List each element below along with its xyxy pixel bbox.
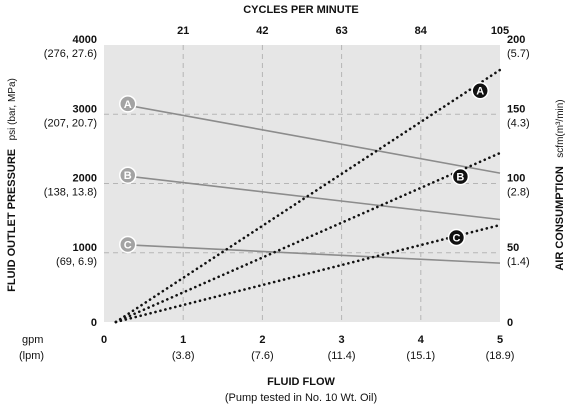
left-tick-sublabel: (207, 20.7) [44, 117, 97, 129]
top-axis-title: CYCLES PER MINUTE [243, 4, 359, 16]
bottom-tick-sublabel: (3.8) [172, 350, 195, 362]
right-tick-label: 200 [507, 34, 525, 46]
right-tick-sublabel: (4.3) [507, 117, 530, 129]
air-badge-b [451, 167, 470, 186]
left-axis-units: psi (bar, MPa) [7, 78, 18, 140]
left-tick-label: 4000 [73, 34, 97, 46]
pressure-curves [119, 103, 501, 264]
right-tick-label: 150 [507, 103, 525, 115]
top-tick-label: 21 [177, 25, 189, 37]
bottom-unit-primary: gpm [22, 334, 43, 346]
air-badge-label: A [476, 86, 484, 98]
pressure-badge-a [119, 95, 137, 113]
right-tick-label: 50 [507, 242, 519, 254]
right-axis-units: scfm(m³/min) [555, 99, 566, 157]
pressure-badge-label: C [124, 239, 132, 251]
air-badge-label: C [452, 233, 460, 245]
air-line-c [114, 223, 502, 324]
pressure-badge-label: A [124, 99, 132, 111]
bottom-tick-label: 4 [418, 334, 425, 346]
left-tick-label: 0 [91, 317, 97, 329]
pressure-line-b [119, 174, 501, 221]
bottom-tick-label: 2 [259, 334, 265, 346]
right-tick-label: 100 [507, 173, 525, 185]
axis-ticks: 21 42 63 84 105 0 1 (3.8) 2 (7.6) 3 (11.4) 4 (15.1) 5 (… [44, 25, 530, 362]
air-consumption-curves [114, 68, 502, 324]
left-tick-sublabel: (69, 6.9) [56, 256, 97, 268]
top-tick-label: 105 [491, 25, 509, 37]
right-axis-title: AIR CONSUMPTION scfm(m³/min) [550, 99, 567, 270]
air-badge-c [447, 228, 466, 247]
bottom-axis-subtitle: (Pump tested in No. 10 Wt. Oil) [225, 392, 377, 404]
bottom-tick-label: 5 [497, 334, 503, 346]
bottom-tick-label: 0 [101, 334, 107, 346]
right-tick-sublabel: (1.4) [507, 256, 530, 268]
left-tick-sublabel: (276, 27.6) [44, 48, 97, 60]
right-tick-sublabel: (2.8) [507, 187, 530, 199]
left-tick-label: 1000 [73, 242, 97, 254]
bottom-tick-sublabel: (18.9) [486, 350, 515, 362]
bottom-tick-label: 3 [339, 334, 345, 346]
left-axis-title: FLUID OUTLET PRESSURE psi (bar, MPa) [2, 78, 19, 292]
left-tick-label: 3000 [73, 103, 97, 115]
right-tick-sublabel: (5.7) [507, 48, 530, 60]
bottom-tick-sublabel: (7.6) [251, 350, 274, 362]
bottom-tick-label: 1 [180, 334, 186, 346]
pressure-line-a [119, 103, 501, 174]
top-tick-label: 63 [335, 25, 347, 37]
top-tick-label: 84 [415, 25, 428, 37]
curve-badges: A B C A B C [119, 81, 489, 254]
pressure-badge-label: B [124, 170, 132, 182]
left-axis-title-main: FLUID OUTLET PRESSURE [6, 149, 18, 292]
left-tick-label: 2000 [73, 173, 97, 185]
bottom-axis-title: FLUID FLOW [267, 376, 335, 388]
air-badge-label: B [456, 172, 464, 184]
pressure-badge-c [119, 235, 137, 254]
right-axis-title-main: AIR CONSUMPTION [554, 166, 566, 271]
air-line-a [114, 68, 502, 324]
bottom-unit-secondary: (lpm) [19, 350, 44, 362]
top-tick-label: 42 [256, 25, 268, 37]
right-tick-label: 0 [507, 317, 513, 329]
bottom-tick-sublabel: (15.1) [406, 350, 435, 362]
left-tick-sublabel: (138, 13.8) [44, 187, 97, 199]
air-line-b [114, 151, 502, 324]
pressure-line-c [119, 243, 501, 264]
pressure-badge-b [119, 166, 137, 184]
bottom-tick-sublabel: (11.4) [328, 350, 356, 362]
air-badge-a [471, 81, 489, 100]
